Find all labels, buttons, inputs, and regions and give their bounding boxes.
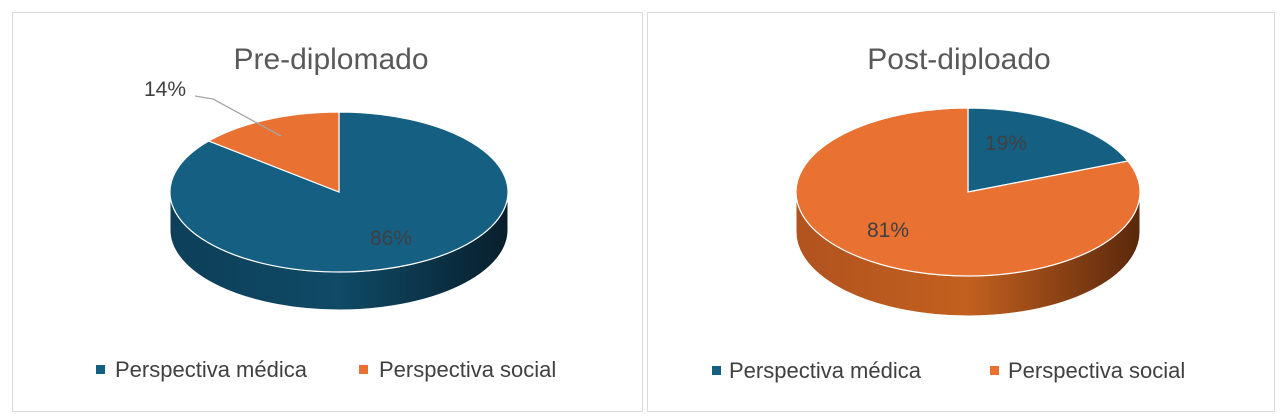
legend-swatch-social (990, 366, 999, 375)
chart-panel-pre: Pre-diplomado 86% 14% Perspectiva médica … (12, 12, 643, 412)
legend-swatch-medica (712, 366, 721, 375)
pie-slice-social (795, 107, 1141, 277)
pie-slice-medica (967, 107, 1130, 193)
pie-chart-post: Post-diploado 19%81% Perspectiva médica … (712, 43, 1185, 383)
pie-slice-medica (169, 111, 509, 273)
data-label-social: 14% (144, 78, 186, 101)
legend-swatch-social (359, 365, 368, 374)
pie-slice-social (207, 111, 340, 193)
legend-label-social: Perspectiva social (379, 357, 556, 382)
chart-title: Pre-diplomado (233, 43, 428, 76)
data-label-medica: 19% (985, 132, 1027, 155)
legend-label-social: Perspectiva social (1008, 358, 1185, 383)
data-label-social: 81% (867, 219, 909, 242)
chart-panel-post: Post-diploado 19% 81% Perspectiva médica … (647, 12, 1275, 412)
pie-chart-pre: Pre-diplomado 86%14% Perspectiva médica … (96, 43, 556, 382)
legend-label-medica: Perspectiva médica (115, 357, 308, 382)
legend-swatch-medica (96, 365, 105, 374)
leader-line (194, 95, 282, 137)
chart-title: Post-diploado (867, 43, 1050, 76)
data-label-medica: 86% (370, 227, 412, 250)
legend-label-medica: Perspectiva médica (729, 358, 922, 383)
